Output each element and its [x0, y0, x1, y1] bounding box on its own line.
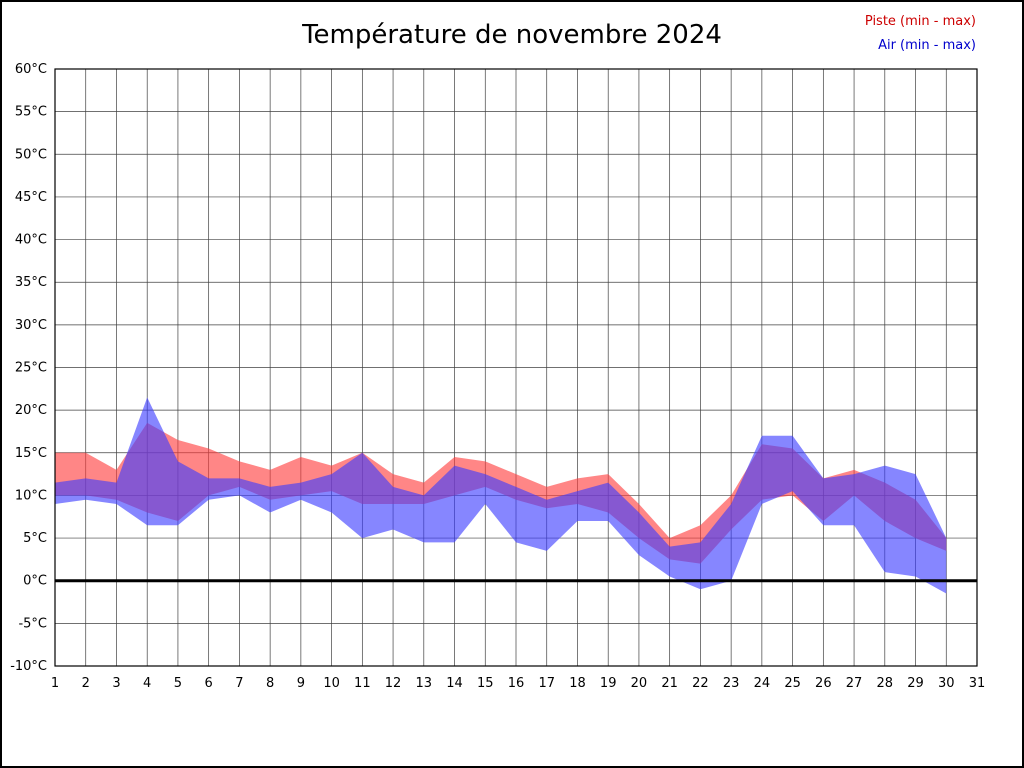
y-axis-label: 20°C	[15, 403, 47, 418]
y-axis-label: 55°C	[15, 105, 47, 120]
x-axis-label: 15	[477, 676, 494, 691]
y-axis-label: 40°C	[15, 233, 47, 248]
x-axis-label: 19	[600, 676, 617, 691]
x-axis-label: 23	[723, 676, 740, 691]
x-axis-label: 2	[82, 676, 90, 691]
y-axis-label: 0°C	[23, 574, 47, 589]
x-axis-label: 12	[385, 676, 402, 691]
x-axis-label: 7	[235, 676, 243, 691]
y-axis-label: 10°C	[15, 488, 47, 503]
x-axis-label: 16	[508, 676, 525, 691]
x-axis-label: 3	[112, 676, 120, 691]
x-axis-label: 14	[446, 676, 463, 691]
x-axis-label: 4	[143, 676, 151, 691]
x-axis-label: 10	[323, 676, 340, 691]
plot-border	[54, 68, 978, 667]
legend-piste: Piste (min - max)	[864, 14, 976, 29]
x-axis-label: 8	[266, 676, 274, 691]
y-axis-label: -5°C	[18, 616, 47, 631]
y-axis-label: 45°C	[15, 190, 47, 205]
x-axis-label: 29	[907, 676, 924, 691]
x-axis-label: 22	[692, 676, 709, 691]
x-axis-label: 24	[754, 676, 771, 691]
x-axis-label: 5	[174, 676, 182, 691]
x-axis-label: 6	[205, 676, 213, 691]
air-band	[55, 397, 947, 594]
y-axis-label: -10°C	[10, 659, 47, 674]
x-axis-label: 25	[784, 676, 801, 691]
x-axis-label: 1	[51, 676, 59, 691]
x-axis-label: 27	[846, 676, 863, 691]
x-axis-label: 30	[938, 676, 955, 691]
y-axis-label: 50°C	[15, 147, 47, 162]
x-axis-label: 9	[297, 676, 305, 691]
y-axis-label: 60°C	[15, 62, 47, 77]
y-axis-label: 15°C	[15, 446, 47, 461]
x-axis-label: 13	[416, 676, 433, 691]
y-axis-label: 35°C	[15, 275, 47, 290]
chart-title: Température de novembre 2024	[302, 20, 722, 50]
y-axis-label: 30°C	[15, 318, 47, 333]
x-axis-label: 21	[661, 676, 678, 691]
legend-air: Air (min - max)	[878, 38, 976, 53]
x-axis-label: 26	[815, 676, 832, 691]
x-axis-label: 28	[877, 676, 894, 691]
x-axis-label: 31	[969, 676, 986, 691]
x-axis-label: 18	[569, 676, 586, 691]
x-axis-label: 20	[631, 676, 648, 691]
y-axis-label: 5°C	[23, 531, 47, 546]
x-axis-label: 17	[538, 676, 555, 691]
y-axis-label: 25°C	[15, 361, 47, 376]
x-axis-label: 11	[354, 676, 371, 691]
